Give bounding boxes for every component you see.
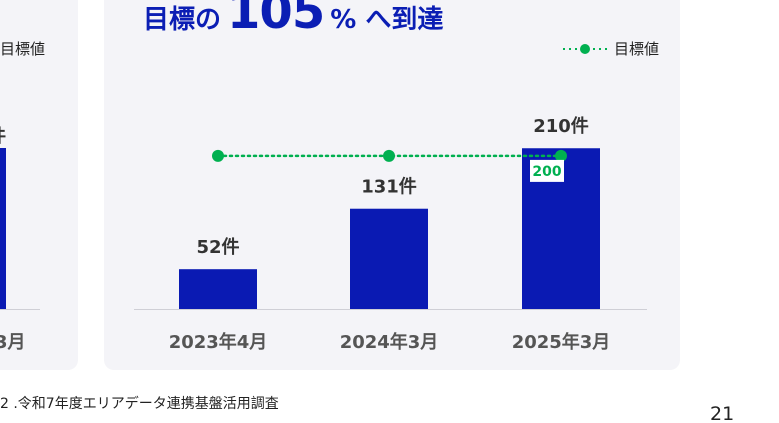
bar-chart: 52件 2023年4月 131件 2024年3月 210件 2025年3月 200 <box>134 115 647 353</box>
left-chart-card <box>0 0 78 370</box>
headline-prefix: 目標の <box>143 5 222 35</box>
headline-value: 105 <box>227 0 325 40</box>
target-legend-label: 目標値 <box>614 40 660 58</box>
left-value-label: 件 <box>0 122 6 148</box>
target-point <box>212 149 224 162</box>
source-footnote: 2 .令和7年度エリアデータ連携基盤活用調査 <box>0 396 279 412</box>
target-point <box>555 149 567 162</box>
target-annotation-box <box>530 159 564 182</box>
target-legend: 目標値 <box>562 38 659 59</box>
bar-2023年4月 <box>179 269 257 309</box>
bar-value-label: 52件 <box>196 236 239 258</box>
x-tick-label: 2023年4月 <box>169 331 268 353</box>
target-point <box>383 149 395 162</box>
x-tick-label: 2025年3月 <box>512 331 611 353</box>
target-annotation: 200 <box>532 164 561 180</box>
left-category-label: 3月 <box>0 332 26 353</box>
headline-suffix: % へ到達 <box>330 5 444 35</box>
left-legend-label: 目標値 <box>0 40 46 58</box>
bar-value-label: 210件 <box>533 115 589 137</box>
bar-2024年3月 <box>350 208 428 309</box>
headline: 目標の 105 % へ到達 <box>143 0 443 36</box>
target-legend-line <box>563 43 607 54</box>
left-bar <box>0 148 6 309</box>
left-baseline <box>0 309 40 310</box>
bar-value-label: 131件 <box>361 176 417 198</box>
left-legend: 目標値 <box>0 38 45 59</box>
x-tick-label: 2024年3月 <box>340 331 439 353</box>
page-number: 21 <box>710 403 735 423</box>
